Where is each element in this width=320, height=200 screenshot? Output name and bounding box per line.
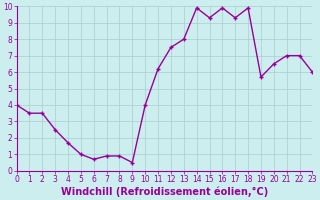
- X-axis label: Windchill (Refroidissement éolien,°C): Windchill (Refroidissement éolien,°C): [61, 187, 268, 197]
